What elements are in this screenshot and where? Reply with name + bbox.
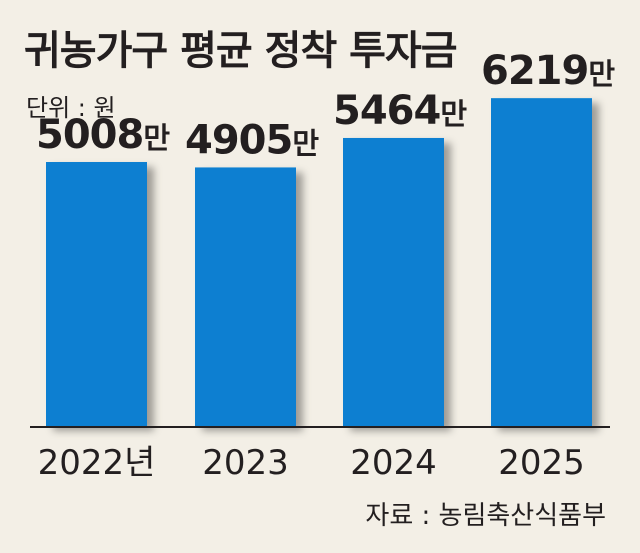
- chart-title: 귀농가구 평균 정착 투자금: [24, 28, 458, 74]
- unit-label: 단위 : 원: [26, 94, 116, 122]
- value-label-2024: 5464만: [333, 88, 467, 134]
- bar-2022년: [46, 162, 147, 427]
- value-label-2022년: 5008만: [36, 112, 170, 158]
- value-label-2023: 4905만: [185, 117, 319, 163]
- bar-2025: [491, 98, 592, 426]
- value-label-2025: 6219만: [481, 48, 615, 94]
- x-tick-label: 2024: [350, 443, 437, 483]
- source-note: 자료 : 농림축산식품부: [365, 501, 606, 531]
- x-tick-label: 2025: [498, 443, 585, 483]
- bar-2024: [343, 137, 444, 426]
- x-tick-label: 2023: [202, 443, 289, 483]
- x-tick-label: 2022년: [38, 443, 156, 483]
- bar-2023: [195, 167, 296, 426]
